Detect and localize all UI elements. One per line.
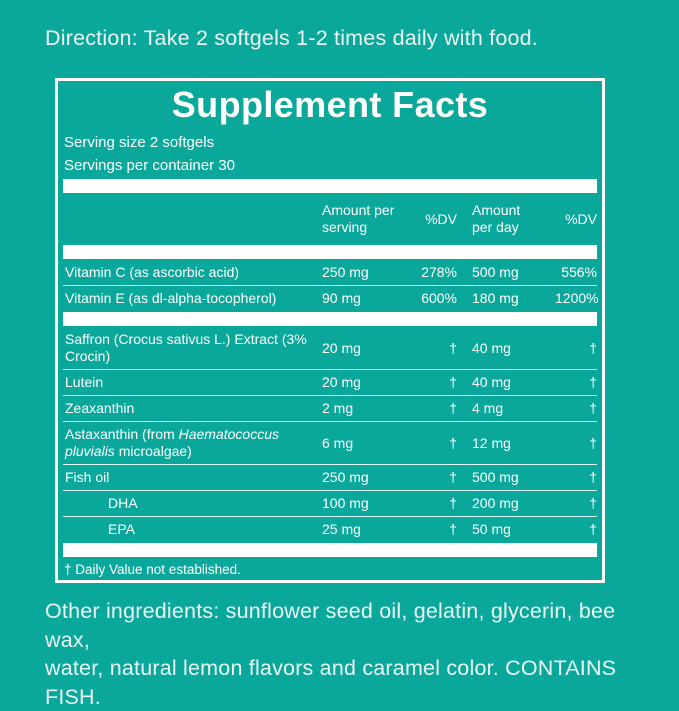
amount-per-day: 40 mg — [472, 374, 511, 391]
supplement-facts-panel: Supplement Facts Serving size 2 softgels… — [55, 78, 605, 583]
table-row: Saffron (Crocus sativus L.) Extract (3% … — [63, 327, 597, 371]
percent-dv-day: † — [589, 400, 597, 417]
amount-per-serving: 100 mg — [322, 495, 369, 512]
header-amount-per-serving: Amount per serving — [322, 198, 412, 240]
ingredient-name: Fish oil — [63, 465, 322, 490]
ingredient-name-part: EPA — [108, 521, 135, 538]
supplement-facts-title: Supplement Facts — [171, 84, 489, 125]
amount-per-serving: 20 mg — [322, 374, 361, 391]
ingredient-name: EPA — [63, 517, 322, 542]
amount-per-serving: 20 mg — [322, 339, 361, 356]
percent-dv-serving: 600% — [421, 290, 457, 307]
ingredient-name-part: Saffron (Crocus sativus L.) Extract (3% … — [65, 331, 307, 365]
other-ingredients-line: water, natural lemon flavors and caramel… — [45, 656, 617, 709]
table-header-row: Amount per serving %DV Amount per day %D… — [63, 194, 597, 244]
percent-dv-day: † — [589, 469, 597, 486]
table-row: Lutein 20 mg † 40 mg † — [63, 370, 597, 397]
amount-per-day: 500 mg — [472, 469, 519, 486]
section-divider-bar — [63, 543, 597, 558]
header-line: Amount per — [322, 202, 395, 219]
amount-per-serving: 2 mg — [322, 400, 354, 417]
percent-dv-serving: † — [449, 374, 457, 391]
ingredient-name-part: Fish oil — [65, 469, 110, 486]
ingredient-name: Saffron (Crocus sativus L.) Extract (3% … — [63, 327, 322, 369]
header-line: per day — [472, 219, 519, 236]
serving-size: Serving size 2 softgels — [64, 134, 215, 152]
daily-value-footnote: † Daily Value not established. — [64, 562, 241, 578]
ingredient-name-part: Zeaxanthin — [65, 400, 135, 417]
ingredient-name: Zeaxanthin — [63, 396, 322, 421]
percent-dv-day: † — [589, 339, 597, 356]
servings-per-container: Servings per container 30 — [64, 157, 235, 175]
ingredient-name: DHA — [63, 491, 322, 516]
amount-per-serving: 250 mg — [322, 469, 369, 486]
header-line: serving — [322, 219, 368, 236]
percent-dv-serving: † — [449, 469, 457, 486]
percent-dv-serving: † — [449, 434, 457, 451]
percent-dv-day: † — [589, 521, 597, 538]
table-row: EPA 25 mg † 50 mg † — [63, 517, 597, 542]
amount-per-serving: 6 mg — [322, 434, 354, 451]
other-ingredients-text: Other ingredients: sunflower seed oil, g… — [45, 597, 645, 711]
amount-per-day: 50 mg — [472, 521, 511, 538]
ingredient-name: Lutein — [63, 370, 322, 395]
table-row: Vitamin E (as dl-alpha-tocopherol) 90 mg 6… — [63, 286, 599, 311]
direction-text: Direction: Take 2 softgels 1-2 times dai… — [45, 26, 538, 50]
table-row: DHA 100 mg † 200 mg † — [63, 491, 597, 518]
percent-dv-serving: † — [449, 495, 457, 512]
section-divider-bar — [63, 245, 597, 260]
ingredient-name-part: Vitamin E (as dl-alpha-tocopherol) — [65, 290, 277, 307]
header-percent-dv-day: %DV — [565, 210, 597, 227]
amount-per-day: 12 mg — [472, 434, 511, 451]
facts-rows: Vitamin C (as ascorbic acid) 250 mg 278% 50… — [63, 260, 599, 558]
percent-dv-day: † — [589, 374, 597, 391]
amount-per-serving: 90 mg — [322, 290, 361, 307]
header-amount-per-day: Amount per day — [457, 198, 555, 240]
amount-per-day: 200 mg — [472, 495, 519, 512]
table-row: Zeaxanthin 2 mg † 4 mg † — [63, 396, 597, 423]
table-row: Fish oil 250 mg † 500 mg † — [63, 465, 597, 492]
ingredient-name-part: microalgae) — [114, 443, 192, 460]
amount-per-day: 500 mg — [472, 264, 519, 281]
ingredient-name-part: DHA — [108, 495, 138, 512]
section-divider-bar — [63, 312, 597, 327]
table-row: Astaxanthin (from Haematococcus pluviali… — [63, 422, 597, 466]
amount-per-serving: 25 mg — [322, 521, 361, 538]
percent-dv-day: 1200% — [555, 290, 599, 307]
percent-dv-day: 556% — [561, 264, 597, 281]
ingredient-name: Vitamin E (as dl-alpha-tocopherol) — [63, 286, 322, 311]
section-divider-bar — [63, 179, 597, 194]
ingredient-name-part: Vitamin C (as ascorbic acid) — [65, 264, 240, 281]
ingredient-name-italic-part: Haematococcus pluvialis — [65, 426, 279, 460]
other-ingredients-line: Other ingredients: sunflower seed oil, g… — [45, 599, 616, 652]
ingredient-name-part: Astaxanthin (from — [65, 426, 179, 443]
percent-dv-serving: † — [449, 339, 457, 356]
percent-dv-day: † — [589, 495, 597, 512]
percent-dv-day: † — [589, 434, 597, 451]
header-spacer — [63, 215, 322, 223]
percent-dv-serving: † — [449, 521, 457, 538]
header-percent-dv-serving: %DV — [425, 210, 457, 227]
percent-dv-serving: 278% — [421, 264, 457, 281]
amount-per-day: 180 mg — [472, 290, 519, 307]
ingredient-name-part: Lutein — [65, 374, 104, 391]
table-row: Vitamin C (as ascorbic acid) 250 mg 278% 50… — [63, 260, 597, 287]
percent-dv-serving: † — [449, 400, 457, 417]
header-line: Amount — [472, 202, 521, 219]
amount-per-day: 4 mg — [472, 400, 504, 417]
amount-per-day: 40 mg — [472, 339, 511, 356]
ingredient-name: Astaxanthin (from Haematococcus pluviali… — [63, 422, 322, 464]
ingredient-name: Vitamin C (as ascorbic acid) — [63, 260, 322, 285]
amount-per-serving: 250 mg — [322, 264, 369, 281]
